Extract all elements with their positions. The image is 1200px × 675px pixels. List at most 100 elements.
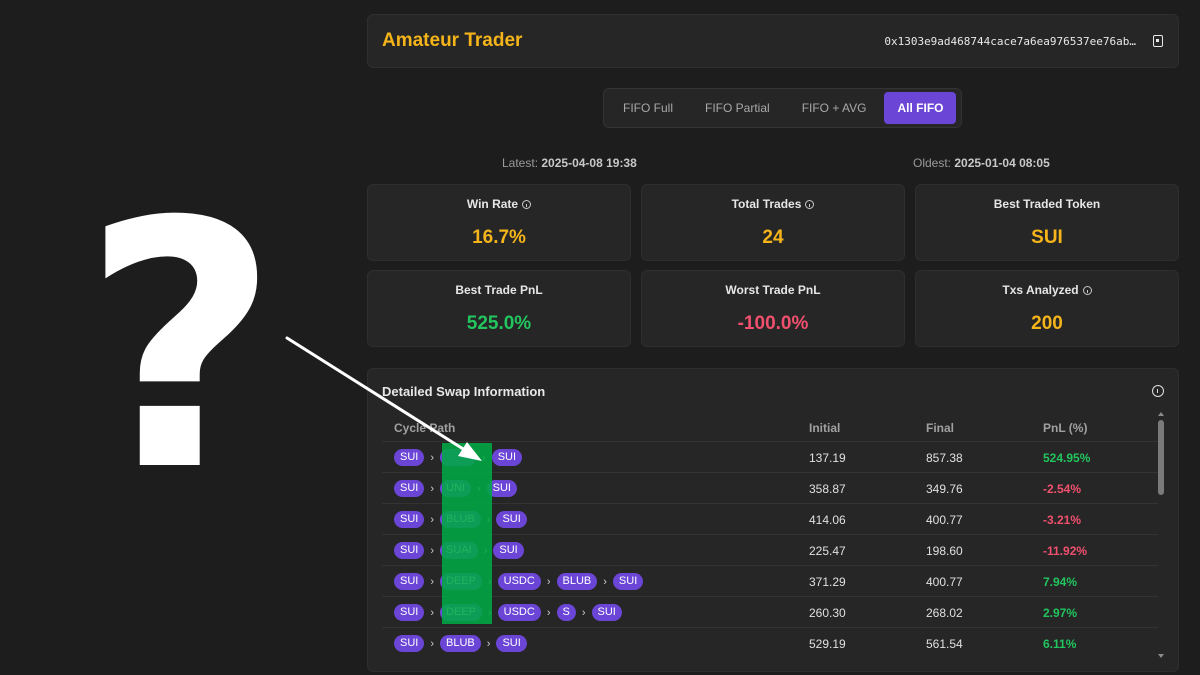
cycle-path: SUI›DEEP›USDC›BLUB›SUI	[394, 573, 644, 590]
token-chip: SUI	[496, 511, 527, 528]
question-mark-overlay: ?	[82, 150, 280, 546]
cycle-path: SUI › BLUB › SUI	[394, 635, 527, 652]
token-chip: SUI	[491, 449, 523, 466]
initial-value: 529.19	[809, 637, 846, 651]
pnl-value: 524.95%	[1043, 451, 1091, 465]
token-chip: BLUB	[440, 635, 481, 652]
latest-label: Latest:	[502, 156, 539, 170]
info-icon[interactable]	[1082, 285, 1092, 295]
col-pnl: PnL (%)	[1043, 421, 1088, 435]
stat-label: Best Traded Token	[993, 197, 1101, 211]
fifo-mode-tabs: FIFO Full FIFO Partial FIFO + AVG All FI…	[603, 88, 963, 128]
chevron-right-icon: ›	[430, 451, 435, 464]
chevron-right-icon: ›	[486, 637, 491, 650]
tab-fifo-partial[interactable]: FIFO Partial	[705, 101, 770, 115]
info-icon[interactable]	[1152, 385, 1164, 397]
wallet-address: 0x1303e9ad468744cace7a6ea976537ee76ab…	[884, 34, 1136, 48]
pnl-value: -2.54%	[1043, 482, 1082, 496]
trader-header: Amateur Trader 0x1303e9ad468744cace7a6ea…	[367, 14, 1179, 68]
token-chip: SUI	[394, 542, 425, 559]
stat-label: Total Trades	[731, 197, 802, 211]
chevron-right-icon: ›	[546, 606, 551, 619]
stat-value: 200	[1031, 313, 1063, 334]
token-chip: BLUB	[556, 573, 598, 590]
chevron-right-icon: ›	[430, 606, 435, 619]
chevron-right-icon: ›	[430, 544, 435, 557]
stat-value: SUI	[1031, 227, 1063, 248]
stat-label: Worst Trade PnL	[725, 283, 821, 297]
oldest-label: Oldest:	[913, 156, 952, 170]
stat-value: 16.7%	[472, 227, 526, 248]
cycle-path: SUI›DEEP›USDC›S›SUI	[394, 604, 622, 621]
token-chip: SUI	[486, 480, 517, 497]
stat-label: Win Rate	[466, 197, 519, 211]
tab-all-fifo[interactable]: All FIFO	[884, 92, 957, 124]
token-chip: S	[556, 604, 576, 621]
trader-title: Amateur Trader	[382, 30, 523, 51]
token-chip: SUI	[394, 449, 425, 466]
final-value: 400.77	[926, 575, 963, 589]
latest-timestamp: Latest: 2025-04-08 19:38	[502, 156, 637, 170]
token-chip: SUI	[612, 573, 644, 590]
pnl-value: 2.97%	[1043, 606, 1078, 620]
token-chip: SUI	[394, 604, 425, 621]
stat-card-win-rate: Win Rate 16.7%	[367, 184, 631, 261]
initial-value: 414.06	[809, 513, 846, 527]
pnl-value: 6.11%	[1043, 637, 1077, 651]
stat-value: 24	[762, 227, 784, 248]
stat-value: -100.0%	[737, 313, 809, 334]
initial-value: 137.19	[809, 451, 846, 465]
stat-card-best-token: Best Traded Token SUI	[915, 184, 1179, 261]
stat-card-worst-pnl: Worst Trade PnL -100.0%	[641, 270, 905, 347]
token-chip: SUI	[394, 511, 425, 528]
info-icon[interactable]	[805, 199, 815, 209]
info-icon[interactable]	[522, 199, 532, 209]
final-value: 268.02	[926, 606, 963, 620]
token-chip: SUI	[493, 542, 524, 559]
token-chip: SUI	[394, 635, 425, 652]
chevron-right-icon: ›	[603, 575, 607, 588]
initial-value: 358.87	[809, 482, 846, 496]
token-chip: SUI	[394, 480, 425, 497]
stat-label: Txs Analyzed	[1002, 283, 1079, 297]
tab-fifo-full[interactable]: FIFO Full	[623, 101, 673, 115]
scroll-down-arrow[interactable]	[1158, 654, 1164, 658]
oldest-timestamp: Oldest: 2025-01-04 08:05	[913, 156, 1050, 170]
token-chip: USDC	[497, 573, 541, 590]
chevron-right-icon: ›	[430, 575, 435, 588]
table-row: SUI › BLUB › SUI 529.19 561.54 6.11%	[382, 627, 1158, 658]
chevron-right-icon: ›	[430, 513, 435, 526]
final-value: 857.38	[926, 451, 963, 465]
token-chip: USDC	[497, 604, 541, 621]
stat-value: 525.0%	[466, 313, 532, 334]
pnl-value: -3.21%	[1043, 513, 1082, 527]
green-highlight-overlay	[442, 443, 492, 624]
final-value: 198.60	[926, 544, 963, 558]
pnl-value: -11.92%	[1043, 544, 1088, 558]
final-value: 400.77	[926, 513, 963, 527]
chevron-right-icon: ›	[430, 482, 435, 495]
chevron-right-icon: ›	[546, 575, 551, 588]
token-chip: SUI	[496, 635, 527, 652]
copy-icon[interactable]	[1150, 34, 1164, 48]
swap-details-panel: Detailed Swap Information Cycle Path Ini…	[367, 368, 1179, 672]
scroll-thumb[interactable]	[1158, 420, 1164, 495]
initial-value: 225.47	[809, 544, 846, 558]
scroll-up-arrow[interactable]	[1158, 412, 1164, 416]
col-final: Final	[926, 421, 955, 435]
latest-value: 2025-04-08 19:38	[541, 156, 637, 170]
pnl-value: 7.94%	[1043, 575, 1078, 589]
initial-value: 371.29	[809, 575, 846, 589]
col-cycle-path: Cycle Path	[394, 421, 456, 435]
stat-card-total-trades: Total Trades 24	[641, 184, 905, 261]
tab-fifo-avg[interactable]: FIFO + AVG	[801, 101, 867, 115]
stat-card-txs-analyzed: Txs Analyzed 200	[915, 270, 1179, 347]
chevron-right-icon: ›	[430, 637, 435, 650]
swap-table-header: Cycle Path Initial Final PnL (%)	[382, 419, 1158, 441]
stat-card-best-pnl: Best Trade PnL 525.0%	[367, 270, 631, 347]
